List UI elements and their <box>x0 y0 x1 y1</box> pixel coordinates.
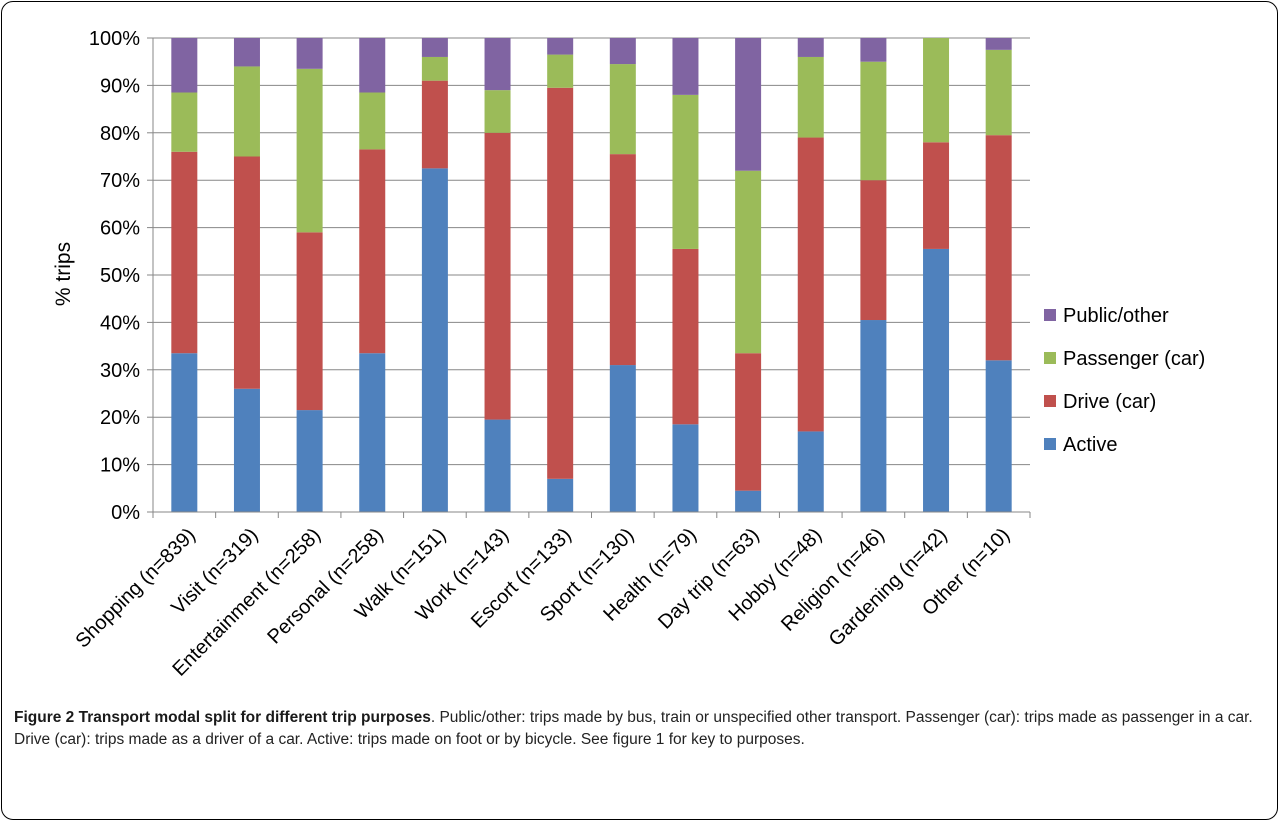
bar-public-other-walk <box>421 38 448 57</box>
legend-swatch-drive-car <box>1044 395 1056 407</box>
bar-drive-car-walk <box>421 80 448 169</box>
legend: Public/other Passenger (car) Drive (car) Ac… <box>1044 305 1205 456</box>
y-tick-label: 100% <box>89 28 140 50</box>
bar-active-day-trip <box>735 490 762 512</box>
bar-active-personal <box>359 353 386 512</box>
bar-drive-car-shopping <box>171 151 198 354</box>
x-tick-labels: Shopping (n=839)Visit (n=319)Entertainme… <box>71 524 1014 681</box>
bar-active-religion <box>860 320 887 512</box>
y-tick-label: 40% <box>100 312 140 334</box>
bar-drive-car-work <box>484 132 511 420</box>
y-tick-label: 90% <box>100 75 140 97</box>
bar-active-gardening <box>923 248 950 512</box>
bar-passenger-car-personal <box>359 92 386 150</box>
bar-drive-car-religion <box>860 180 887 321</box>
bar-passenger-car-sport <box>609 64 636 155</box>
bar-public-other-personal <box>359 38 386 93</box>
bar-passenger-car-shopping <box>171 92 198 152</box>
x-tick-label: Shopping (n=839) <box>71 524 199 652</box>
bar-drive-car-health <box>672 248 699 425</box>
bar-public-other-hobby <box>797 38 824 57</box>
bar-public-other-health <box>672 38 699 95</box>
bar-passenger-car-religion <box>860 61 887 181</box>
axes <box>152 38 1031 518</box>
bar-passenger-car-visit <box>233 66 260 157</box>
y-tick-label: 70% <box>100 170 140 192</box>
bar-public-other-religion <box>860 38 887 62</box>
bar-public-other-shopping <box>171 38 198 93</box>
bar-passenger-car-walk <box>421 56 448 81</box>
bar-stacks <box>171 38 1012 512</box>
bar-passenger-car-other <box>985 49 1012 136</box>
stacked-bar-chart: 0% 10% 20% 30% 40% 50% 60% 70% 80% 90% 100% Shoppi… <box>52 28 1205 681</box>
legend-label-public-other: Public/other <box>1063 305 1169 327</box>
legend-label-passenger-car: Passenger (car) <box>1063 348 1205 370</box>
y-tick-label: 60% <box>100 218 140 240</box>
legend-swatch-passenger-car <box>1044 352 1056 364</box>
bar-active-health <box>672 424 699 512</box>
bar-active-other <box>985 360 1012 512</box>
bar-active-shopping <box>171 353 198 512</box>
bar-passenger-car-day-trip <box>735 170 762 354</box>
y-tick-label: 20% <box>100 407 140 429</box>
bar-passenger-car-health <box>672 94 699 249</box>
x-tick-label: Personal (n=258) <box>263 524 387 648</box>
y-tick-label: 10% <box>100 455 140 477</box>
bar-active-work <box>484 419 511 512</box>
bar-active-walk <box>421 168 448 512</box>
bar-drive-car-entertainment <box>296 232 323 411</box>
bar-public-other-work <box>484 38 511 91</box>
bar-public-other-day-trip <box>735 38 762 171</box>
bar-passenger-car-entertainment <box>296 68 323 233</box>
gridlines <box>147 37 1030 513</box>
y-tick-label: 0% <box>111 502 140 524</box>
bar-drive-car-escort <box>547 87 574 479</box>
bar-drive-car-visit <box>233 156 260 389</box>
y-axis-label: % trips <box>52 242 75 306</box>
bar-active-sport <box>609 365 636 512</box>
bar-passenger-car-escort <box>547 54 574 88</box>
bar-active-escort <box>547 478 574 512</box>
bar-public-other-sport <box>609 38 636 65</box>
y-tick-labels: 0% 10% 20% 30% 40% 50% 60% 70% 80% 90% 100% <box>89 28 140 524</box>
y-tick-label: 80% <box>100 123 140 145</box>
legend-label-active: Active <box>1063 434 1117 456</box>
y-tick-label: 30% <box>100 360 140 382</box>
bar-passenger-car-work <box>484 90 511 133</box>
figure-caption: Figure 2 Transport modal split for diffe… <box>14 707 1264 750</box>
y-tick-label: 50% <box>100 265 140 287</box>
bar-public-other-escort <box>547 38 574 55</box>
caption-title: Figure 2 Transport modal split for diffe… <box>14 709 431 726</box>
bar-drive-car-hobby <box>797 137 824 432</box>
x-tick-label: Gardening (n=42) <box>825 524 952 651</box>
bar-active-hobby <box>797 431 824 512</box>
bar-active-entertainment <box>296 410 323 512</box>
bar-public-other-other <box>985 38 1012 50</box>
bar-passenger-car-hobby <box>797 56 824 138</box>
bar-drive-car-gardening <box>923 142 950 249</box>
bar-public-other-entertainment <box>296 38 323 69</box>
bar-active-visit <box>233 388 260 512</box>
legend-label-drive-car: Drive (car) <box>1063 391 1156 413</box>
bar-drive-car-sport <box>609 154 636 366</box>
bar-drive-car-other <box>985 135 1012 361</box>
bar-drive-car-day-trip <box>735 353 762 491</box>
bar-passenger-car-gardening <box>923 38 950 143</box>
bar-public-other-visit <box>233 38 260 67</box>
bar-drive-car-personal <box>359 149 386 354</box>
caption-text: . Public/other: trips made by bus, train… <box>14 709 1253 748</box>
legend-swatch-public-other <box>1044 309 1056 321</box>
legend-swatch-active <box>1044 438 1056 450</box>
